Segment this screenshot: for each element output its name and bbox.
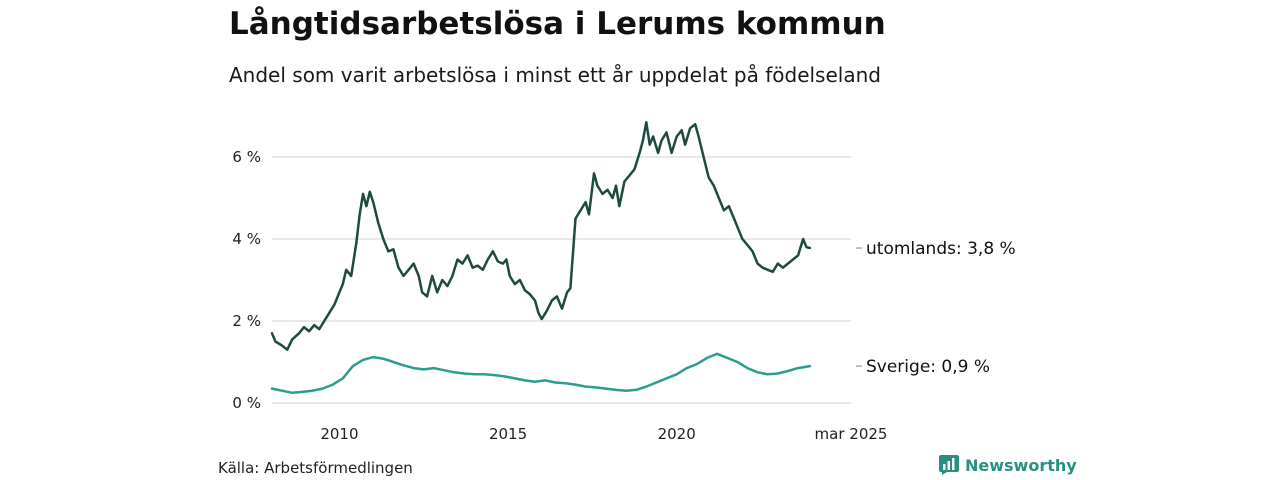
newsworthy-logo-icon	[939, 455, 959, 475]
series-line-utomlands	[270, 120, 812, 351]
y-tick-label: 0 %	[232, 394, 261, 412]
y-tick-label: 4 %	[232, 230, 261, 248]
x-tick-label: 2010	[320, 425, 358, 443]
x-tick-label: mar 2025	[815, 425, 888, 443]
y-tick-label: 6 %	[232, 148, 261, 166]
chart-subtitle: Andel som varit arbetslösa i minst ett å…	[229, 63, 881, 87]
series-end-label: Sverige: 0,9 %	[866, 357, 990, 377]
brand-name: Newsworthy	[965, 455, 1077, 475]
y-tick-label: 2 %	[232, 312, 261, 330]
source-note: Källa: Arbetsförmedlingen	[218, 459, 413, 477]
x-tick-label: 2015	[489, 425, 527, 443]
brand-logo[interactable]: Newsworthy	[939, 455, 1077, 475]
x-tick-label: 2020	[658, 425, 696, 443]
series-end-label: utomlands: 3,8 %	[866, 239, 1016, 259]
series-line-sverige	[270, 352, 812, 395]
chart-title: Långtidsarbetslösa i Lerums kommun	[229, 6, 886, 42]
